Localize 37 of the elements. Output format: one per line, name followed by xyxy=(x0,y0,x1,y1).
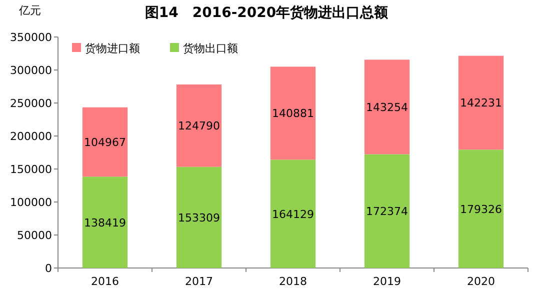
bar xyxy=(82,176,128,268)
y-axis-title: 亿元 xyxy=(18,4,41,17)
x-tick-label: 2017 xyxy=(185,275,213,288)
y-tick-label: 200000 xyxy=(10,130,52,143)
bar xyxy=(270,66,316,160)
data-label: 179326 xyxy=(460,202,502,216)
data-label: 140881 xyxy=(272,107,314,120)
y-tick-label: 350000 xyxy=(10,31,52,44)
data-label: 164129 xyxy=(272,208,314,221)
bar xyxy=(270,160,316,268)
x-tick-label: 2016 xyxy=(91,275,119,288)
bar xyxy=(364,154,410,268)
bar xyxy=(176,166,222,268)
y-tick-label: 50000 xyxy=(17,229,52,242)
data-label: 104967 xyxy=(84,136,126,150)
bar xyxy=(458,150,504,268)
x-tick-label: 2020 xyxy=(467,275,495,288)
data-label: 172374 xyxy=(366,205,408,218)
x-tick-label: 2018 xyxy=(279,275,307,288)
bar xyxy=(176,84,222,167)
chart-title: 图14 2016-2020年货物进出口总额 xyxy=(144,4,390,21)
data-label: 143254 xyxy=(366,100,408,114)
x-tick-label: 2019 xyxy=(373,275,401,288)
data-label: 124790 xyxy=(178,120,220,133)
legend-label: 货物进口额 xyxy=(85,42,140,55)
data-label: 153309 xyxy=(178,211,220,224)
bar xyxy=(458,56,504,150)
y-tick-label: 100000 xyxy=(10,196,52,209)
y-tick-label: 250000 xyxy=(10,97,52,110)
y-tick-label: 150000 xyxy=(10,163,52,176)
legend-label: 货物出口额 xyxy=(183,42,238,55)
data-label: 138419 xyxy=(84,216,126,230)
bar xyxy=(364,60,410,154)
bar xyxy=(82,107,128,177)
y-tick-label: 0 xyxy=(45,262,52,275)
y-tick-label: 300000 xyxy=(10,64,52,77)
data-label: 142231 xyxy=(460,96,502,110)
